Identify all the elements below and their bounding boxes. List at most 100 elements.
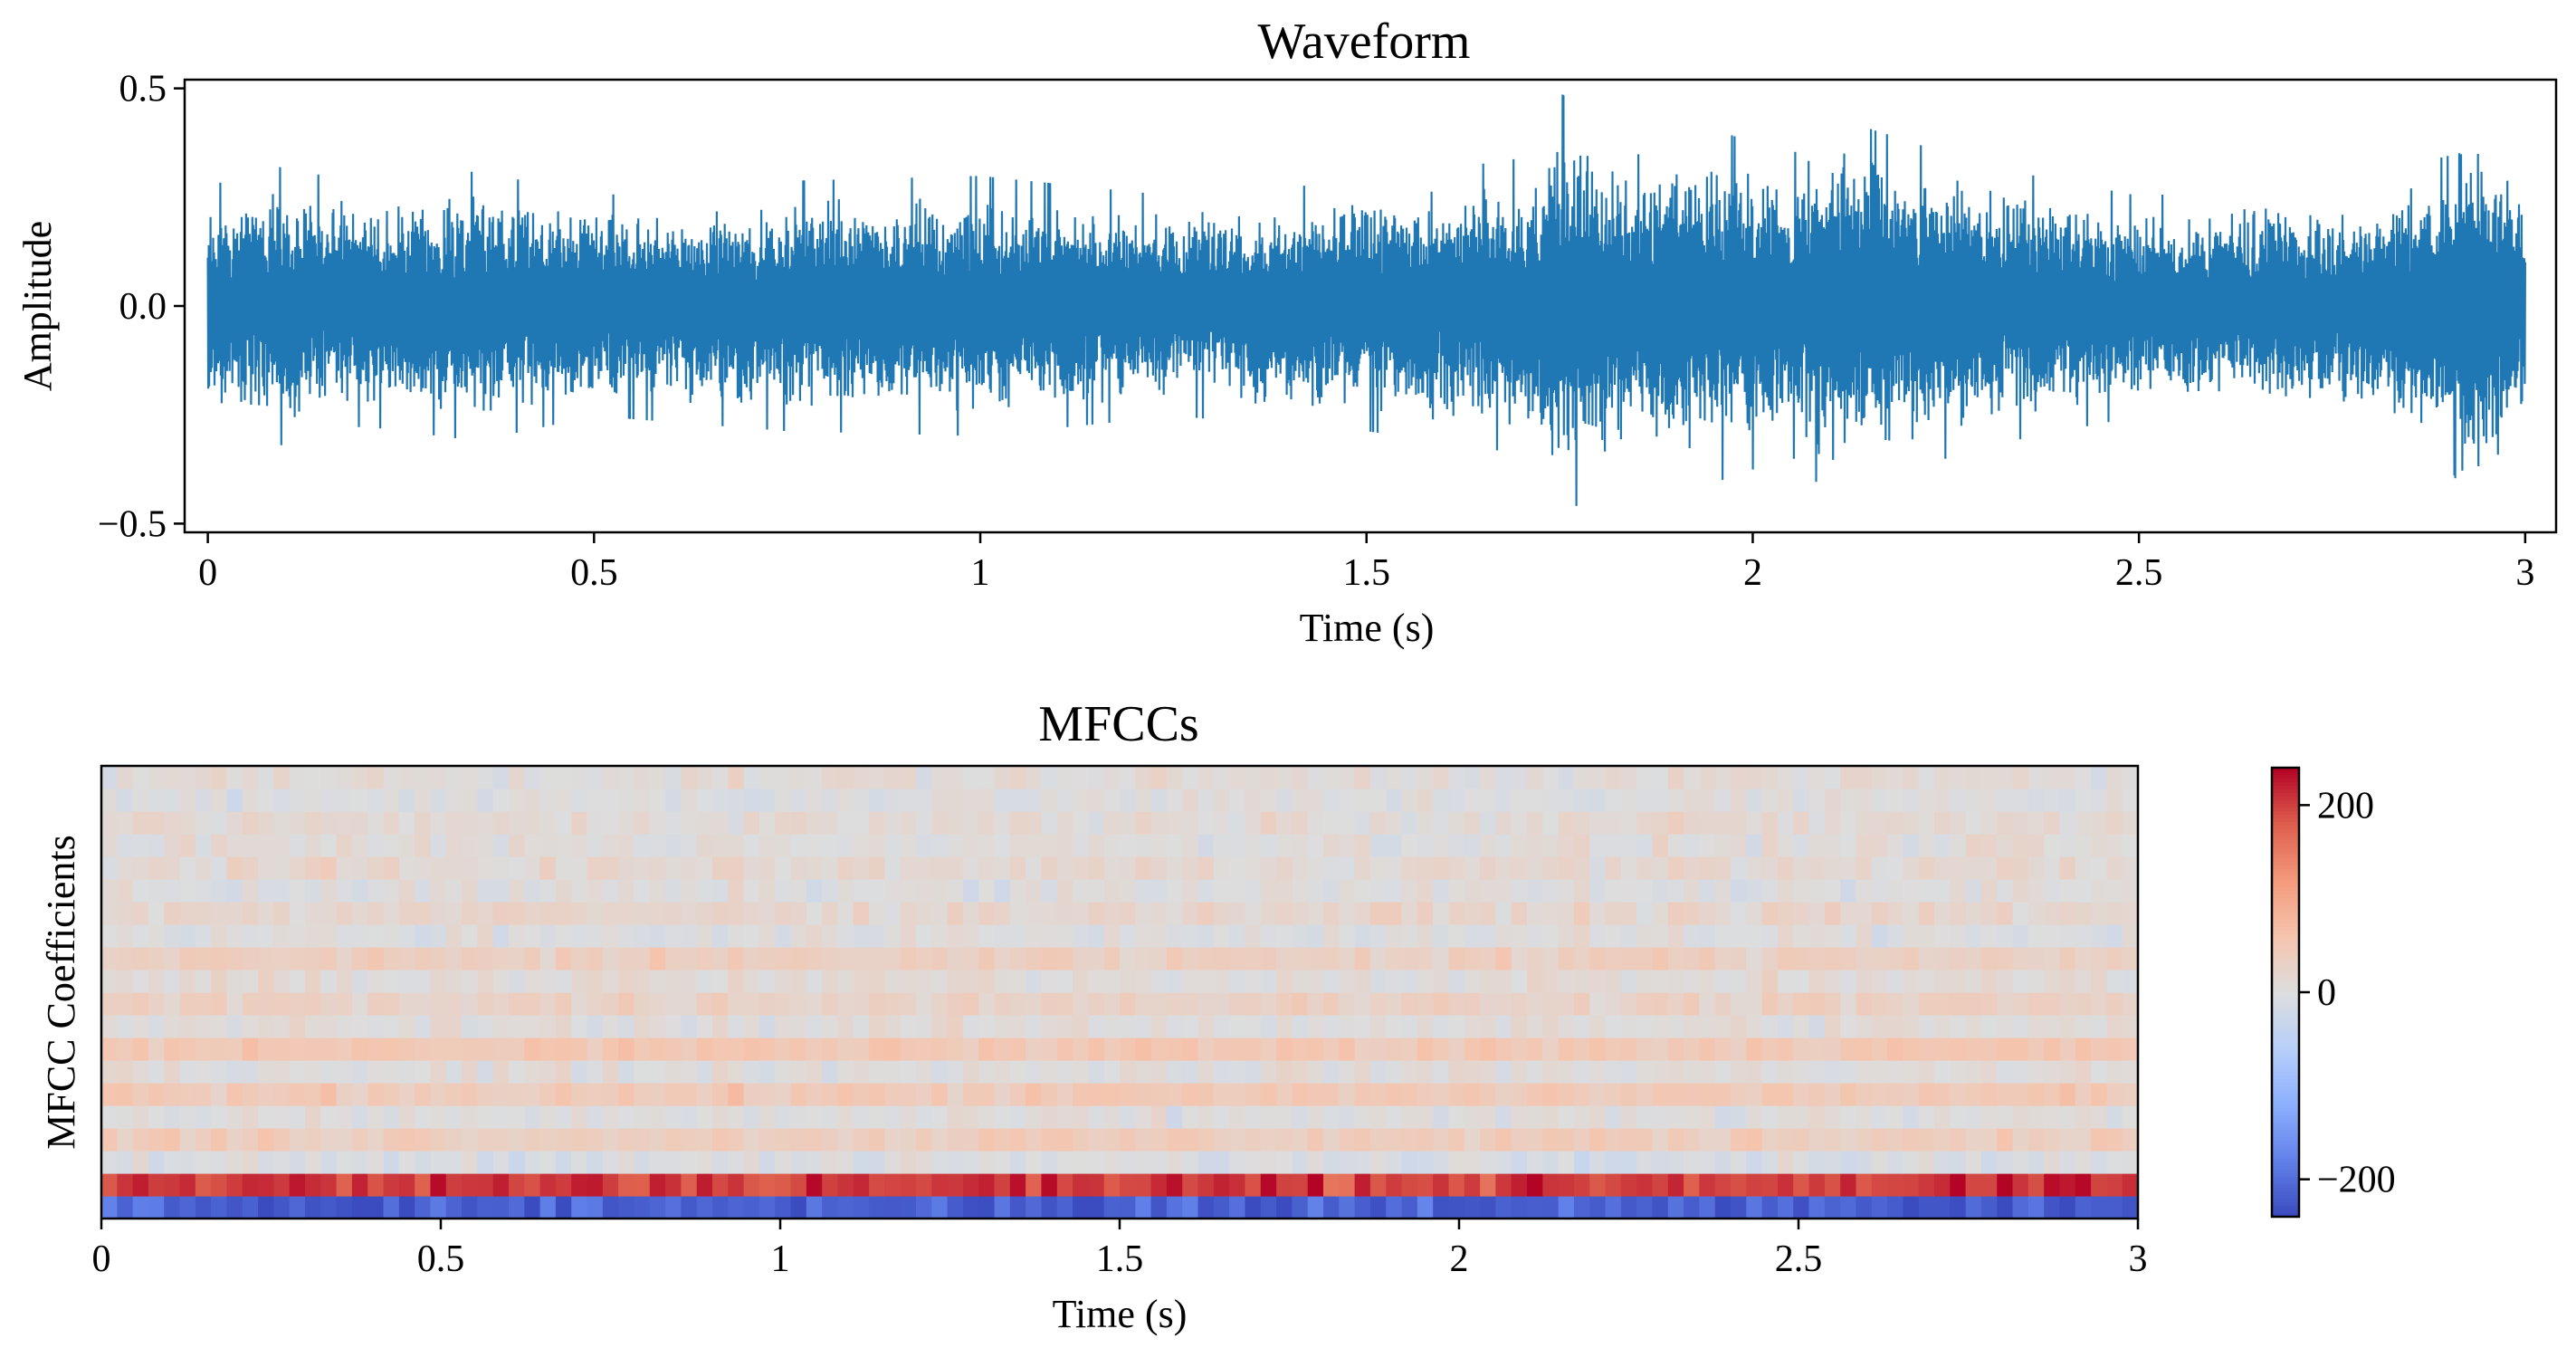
- mfcc-cell: [900, 834, 917, 857]
- mfcc-cell: [1386, 992, 1403, 1016]
- mfcc-cell: [947, 856, 964, 880]
- mfcc-cell: [509, 1105, 525, 1129]
- mfcc-cell: [869, 924, 885, 948]
- mfcc-cell: [2106, 1015, 2123, 1038]
- mfcc-cell: [1856, 1128, 1873, 1152]
- mfcc-cell: [1369, 766, 1387, 789]
- mfcc-cell: [117, 789, 134, 812]
- mfcc-cell: [665, 834, 682, 857]
- mfcc-cell: [931, 947, 949, 970]
- mfcc-cell: [1965, 766, 1982, 789]
- mfcc-cell: [336, 1105, 353, 1129]
- mfcc-cell: [117, 856, 134, 880]
- mfcc-cell: [900, 1173, 917, 1197]
- mfcc-cell: [1605, 1083, 1622, 1106]
- mfcc-cell: [728, 1083, 745, 1106]
- mfcc-cell: [539, 1196, 557, 1219]
- mfcc-cell: [1197, 766, 1215, 789]
- mfcc-cell: [1182, 970, 1199, 993]
- mfcc-cell: [1307, 947, 1324, 970]
- mfcc-cell: [1369, 834, 1387, 857]
- mfcc-cell: [2059, 1015, 2076, 1038]
- mfcc-cell: [1448, 1015, 1465, 1038]
- mfcc-cell: [2059, 1173, 2076, 1197]
- mfcc-cell: [1464, 992, 1481, 1016]
- mfcc-cell: [2027, 1151, 2045, 1174]
- mfcc-cell: [289, 924, 306, 948]
- mfcc-cell: [728, 902, 745, 925]
- mfcc-cell: [430, 1196, 447, 1219]
- mfcc-cell: [728, 970, 745, 993]
- mfcc-cell: [555, 879, 572, 903]
- mfcc-cell: [1903, 1128, 1920, 1152]
- mfcc-cell: [1542, 1037, 1560, 1061]
- mfcc-cell: [1887, 811, 1903, 835]
- colorbar-step: [2272, 952, 2299, 957]
- mfcc-cell: [1856, 970, 1873, 993]
- mfcc-cell: [681, 879, 698, 903]
- mfcc-cell: [367, 902, 385, 925]
- mfcc-cell: [1934, 902, 1951, 925]
- mfcc-cell: [2059, 1196, 2076, 1219]
- mfcc-cell: [1166, 902, 1183, 925]
- waveform-x-tick-label: 3: [2515, 552, 2534, 594]
- mfcc-cell: [837, 1060, 854, 1084]
- mfcc-cell: [758, 902, 776, 925]
- mfcc-cell: [1950, 992, 1967, 1016]
- mfcc-cell: [351, 992, 368, 1016]
- mfcc-cell: [853, 970, 870, 993]
- mfcc-cell: [1009, 1015, 1026, 1038]
- mfcc-cell: [1401, 789, 1418, 812]
- mfcc-cell: [336, 879, 353, 903]
- colorbar-step: [2272, 876, 2299, 881]
- mfcc-cell: [1918, 1128, 1935, 1152]
- mfcc-cell: [962, 1015, 979, 1038]
- mfcc-cell: [1245, 947, 1262, 970]
- mfcc-cell: [1213, 970, 1230, 993]
- mfcc-cell: [242, 834, 259, 857]
- mfcc-cell: [1088, 834, 1105, 857]
- mfcc-cell: [900, 970, 917, 993]
- mfcc-cell: [2106, 1105, 2123, 1129]
- mfcc-cell: [1761, 924, 1779, 948]
- mfcc-cell: [947, 834, 964, 857]
- mfcc-cell: [148, 766, 165, 789]
- mfcc-cell: [492, 1196, 510, 1219]
- mfcc-cell: [445, 1173, 463, 1197]
- mfcc-cell: [462, 1060, 478, 1084]
- mfcc-cell: [1041, 1128, 1058, 1152]
- mfcc-cell: [1573, 1015, 1590, 1038]
- mfcc-cell: [962, 1037, 979, 1061]
- mfcc-cell: [758, 992, 776, 1016]
- mfcc-cell: [211, 947, 228, 970]
- mfcc-cell: [790, 1015, 807, 1038]
- mfcc-cell: [1354, 947, 1371, 970]
- mfcc-cell: [1573, 1037, 1590, 1061]
- mfcc-cell: [1950, 1037, 1967, 1061]
- mfcc-cell: [853, 766, 870, 789]
- mfcc-cell: [900, 1015, 917, 1038]
- mfcc-cell: [445, 1196, 463, 1219]
- mfcc-cell: [2091, 1128, 2107, 1152]
- mfcc-cell: [1887, 947, 1903, 970]
- mfcc-cell: [555, 1196, 572, 1219]
- mfcc-cell: [1073, 1037, 1089, 1061]
- colorbar-step: [2272, 779, 2299, 783]
- mfcc-cell: [869, 811, 885, 835]
- mfcc-cell: [1120, 766, 1136, 789]
- mfcc-cell: [1245, 902, 1262, 925]
- mfcc-cell: [273, 1015, 291, 1038]
- mfcc-cell: [634, 970, 651, 993]
- mfcc-cell: [1150, 789, 1168, 812]
- mfcc-cell: [462, 992, 478, 1016]
- mfcc-cell: [1197, 789, 1215, 812]
- mfcc-cell: [1339, 924, 1356, 948]
- mfcc-cell: [1620, 902, 1637, 925]
- mfcc-cell: [869, 992, 885, 1016]
- mfcc-cell: [1401, 902, 1418, 925]
- mfcc-cell: [1495, 1196, 1512, 1219]
- mfcc-cell: [1401, 992, 1418, 1016]
- mfcc-cell: [1918, 902, 1935, 925]
- mfcc-cell: [1480, 789, 1496, 812]
- colorbar-step: [2272, 934, 2299, 939]
